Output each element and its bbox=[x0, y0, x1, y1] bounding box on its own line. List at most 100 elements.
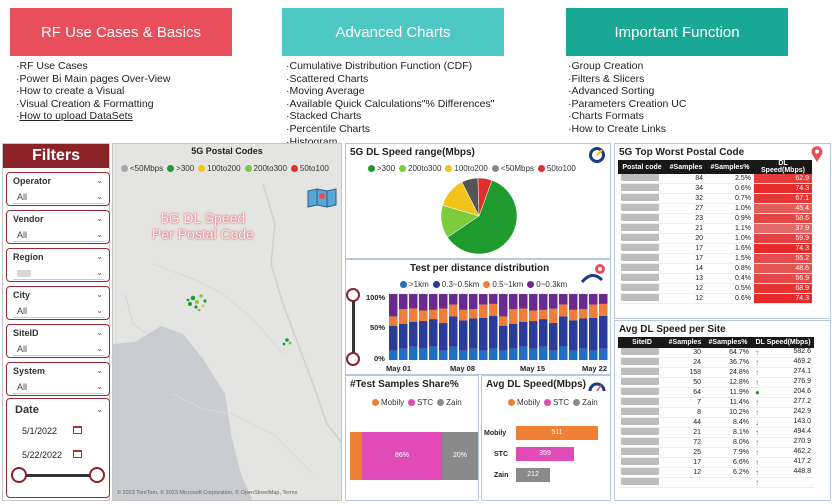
calendar-icon[interactable] bbox=[73, 426, 82, 434]
stacked-bar-chart[interactable] bbox=[388, 294, 611, 362]
date-range-track[interactable] bbox=[19, 474, 99, 477]
vendor-slicer[interactable]: Vendor ⌄ All ⌄ bbox=[6, 210, 110, 244]
stacked-bar-segment bbox=[399, 348, 408, 360]
vertical-slider-track[interactable] bbox=[352, 294, 355, 364]
vertical-slider-top-handle[interactable] bbox=[346, 288, 360, 302]
table-cell: 1.6% bbox=[706, 243, 754, 255]
share-bar-mobily[interactable] bbox=[350, 432, 362, 480]
start-date-input[interactable]: 5/1/2022 bbox=[22, 426, 58, 436]
table-row[interactable]: 12 0.6% 74.3 bbox=[618, 293, 812, 305]
column-header[interactable]: DL Speed(Mbps) bbox=[754, 160, 812, 174]
chevron-down-icon[interactable]: ⌄ bbox=[96, 176, 103, 185]
chevron-down-icon[interactable]: ⌄ bbox=[96, 405, 103, 414]
stacked-bar-segment bbox=[389, 294, 398, 317]
table-row[interactable]: 27 1.0% 45.4 bbox=[618, 203, 812, 215]
topic-item: ·RF Use Cases bbox=[16, 60, 88, 72]
date-end-handle[interactable] bbox=[89, 467, 105, 483]
table-row[interactable]: 7 11.4% ↑ 277.2 bbox=[618, 397, 814, 409]
column-header[interactable]: Postal code bbox=[618, 160, 666, 174]
bar-stc[interactable]: 359 bbox=[516, 447, 574, 461]
table-row[interactable]: 50 12.8% ↑ 276.9 bbox=[618, 377, 814, 389]
table-row[interactable]: ↑ bbox=[618, 477, 814, 489]
city-slicer[interactable]: City ⌄ All ⌄ bbox=[6, 286, 110, 320]
vertical-slider-bottom-handle[interactable] bbox=[346, 352, 360, 366]
table-cell: 0.9% bbox=[706, 213, 754, 225]
column-header[interactable]: #Samples% bbox=[704, 337, 752, 348]
chevron-down-icon[interactable]: ⌄ bbox=[96, 214, 103, 223]
chevron-down-icon[interactable]: ⌄ bbox=[96, 328, 103, 337]
pie-chart[interactable] bbox=[346, 172, 611, 259]
stacked-bar-segment bbox=[429, 294, 438, 310]
table-row[interactable]: 17 6.6% ↑ 417.2 bbox=[618, 457, 814, 469]
table-row[interactable]: 30 64.7% ↑ 582.6 bbox=[618, 348, 814, 359]
slicer-value: All bbox=[17, 230, 28, 240]
table-row[interactable]: 84 2.5% 62.9 bbox=[618, 174, 812, 185]
banner-rf-use-cases[interactable]: RF Use Cases & Basics bbox=[10, 8, 232, 56]
table-row[interactable]: 8 10.2% ↑ 242.9 bbox=[618, 407, 814, 419]
speedometer-icon bbox=[588, 382, 606, 392]
table-row[interactable]: 20 1.0% 59.9 bbox=[618, 233, 812, 245]
table-row[interactable]: 14 0.8% 48.6 bbox=[618, 263, 812, 275]
stacked-bar-segment bbox=[509, 323, 518, 349]
stacked-bar-segment bbox=[579, 348, 588, 360]
worst-postal-table: Postal code #Samples #Samples% DL Speed(… bbox=[618, 160, 812, 305]
table-row[interactable]: 17 1.6% 74.3 bbox=[618, 243, 812, 255]
siteid-slicer[interactable]: SiteID ⌄ All ⌄ bbox=[6, 324, 110, 358]
chevron-down-icon[interactable]: ⌄ bbox=[96, 192, 103, 201]
table-row[interactable]: 158 24.8% ↑ 274.1 bbox=[618, 367, 814, 379]
table-row[interactable]: 12 6.2% ↑ 448.8 bbox=[618, 467, 814, 479]
topic-item: ·Parameters Creation UC bbox=[568, 97, 687, 110]
table-cell: 17 bbox=[666, 253, 706, 265]
table-row[interactable]: 44 8.4% ↓ 143.0 bbox=[618, 417, 814, 429]
table-cell: 17 bbox=[666, 457, 704, 469]
redacted-site-id bbox=[621, 408, 659, 416]
redacted-site-id bbox=[621, 448, 659, 456]
column-header[interactable]: DL Speed(Mbps) bbox=[752, 337, 814, 348]
banner-advanced-charts[interactable]: Advanced Charts bbox=[282, 8, 504, 56]
table-row[interactable]: 12 0.5% 68.9 bbox=[618, 283, 812, 295]
postal-code-map[interactable]: 5G Postal Codes <50Mbps >300 100to200 200to… bbox=[112, 143, 342, 501]
chevron-down-icon[interactable]: ⌄ bbox=[96, 306, 103, 315]
table-cell: 21 bbox=[666, 427, 704, 439]
bar-zain[interactable]: 212 bbox=[516, 468, 550, 482]
share-bar-zain[interactable] bbox=[442, 432, 478, 480]
table-cell: 34 bbox=[666, 183, 706, 195]
column-header[interactable]: #Samples bbox=[666, 160, 706, 174]
bar-mobily[interactable]: 511 bbox=[516, 426, 598, 440]
arrow-up-icon: ↑ bbox=[755, 438, 759, 448]
chevron-down-icon[interactable]: ⌄ bbox=[96, 382, 103, 391]
column-header[interactable]: SiteID bbox=[618, 337, 666, 348]
table-row[interactable]: 32 0.7% 67.1 bbox=[618, 193, 812, 205]
stacked-bar-segment bbox=[559, 294, 568, 305]
calendar-icon[interactable] bbox=[73, 450, 82, 458]
share-bar-stc[interactable] bbox=[362, 432, 442, 480]
system-slicer[interactable]: System ⌄ All ⌄ bbox=[6, 362, 110, 396]
chevron-down-icon[interactable]: ⌄ bbox=[96, 268, 103, 277]
chevron-down-icon[interactable]: ⌄ bbox=[96, 252, 103, 261]
date-start-handle[interactable] bbox=[11, 467, 27, 483]
table-row[interactable]: 17 1.5% 55.2 bbox=[618, 253, 812, 265]
chevron-down-icon[interactable]: ⌄ bbox=[96, 366, 103, 375]
chevron-down-icon[interactable]: ⌄ bbox=[96, 344, 103, 353]
banner-important-function[interactable]: Important Function bbox=[566, 8, 788, 56]
table-row[interactable]: 64 11.9% ● 204.6 bbox=[618, 387, 814, 399]
region-slicer[interactable]: Region ⌄ ⌄ bbox=[6, 248, 110, 282]
column-header[interactable]: #Samples bbox=[666, 337, 704, 348]
table-row[interactable]: 25 7.9% ↑ 462.2 bbox=[618, 447, 814, 459]
chevron-down-icon[interactable]: ⌄ bbox=[96, 230, 103, 239]
table-row[interactable]: 72 8.0% ↑ 270.9 bbox=[618, 437, 814, 449]
operator-slicer[interactable]: Operator ⌄ All ⌄ bbox=[6, 172, 110, 206]
legend-item: Mobily bbox=[517, 398, 541, 407]
table-row[interactable]: 24 36.7% ↑ 469.2 bbox=[618, 357, 814, 369]
column-header[interactable]: #Samples% bbox=[706, 160, 754, 174]
topic-item: ·Power Bi Main pages Over-View bbox=[16, 72, 171, 85]
table-cell: 2.5% bbox=[706, 174, 754, 185]
table-row[interactable]: 21 8.1% ↑ 494.4 bbox=[618, 427, 814, 439]
table-row[interactable]: 34 0.6% 74.3 bbox=[618, 183, 812, 195]
stacked-bar-segment bbox=[429, 319, 438, 347]
chevron-down-icon[interactable]: ⌄ bbox=[96, 290, 103, 299]
table-row[interactable]: 21 1.1% 37.9 bbox=[618, 223, 812, 235]
end-date-input[interactable]: 5/22/2022 bbox=[22, 450, 63, 460]
table-row[interactable]: 13 0.4% 56.9 bbox=[618, 273, 812, 285]
table-row[interactable]: 23 0.9% 58.6 bbox=[618, 213, 812, 225]
